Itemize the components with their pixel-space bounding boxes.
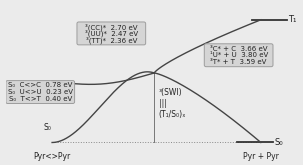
Text: S₀  T<>T  0.40 eV: S₀ T<>T 0.40 eV	[8, 96, 72, 102]
Text: S₀: S₀	[44, 123, 52, 132]
Text: T₁: T₁	[288, 15, 296, 24]
Text: ¹U* + U  3.80 eV: ¹U* + U 3.80 eV	[209, 52, 268, 58]
Text: S₀: S₀	[274, 138, 283, 147]
FancyBboxPatch shape	[6, 81, 75, 103]
Text: ³(CC)*  2.70 eV: ³(CC)* 2.70 eV	[85, 23, 138, 31]
Text: ³C* + C  3.66 eV: ³C* + C 3.66 eV	[210, 46, 267, 52]
Text: Pyr<>Pyr: Pyr<>Pyr	[33, 152, 71, 161]
Text: ³(UU)*  2.47 eV: ³(UU)* 2.47 eV	[85, 30, 138, 37]
Text: ³(TT)*  2.36 eV: ³(TT)* 2.36 eV	[86, 36, 137, 44]
Text: (T₁/S₀)ₓ: (T₁/S₀)ₓ	[159, 110, 186, 119]
Text: S₀  U<>U  0.23 eV: S₀ U<>U 0.23 eV	[8, 89, 73, 95]
FancyBboxPatch shape	[204, 44, 273, 67]
Text: ³(SWI): ³(SWI)	[159, 88, 182, 97]
Text: S₀  C<>C  0.78 eV: S₀ C<>C 0.78 eV	[8, 82, 72, 88]
FancyBboxPatch shape	[77, 22, 146, 45]
Text: Pyr + Pyr: Pyr + Pyr	[243, 152, 279, 161]
Text: |||: |||	[159, 99, 167, 108]
Text: ³T* + T  3.59 eV: ³T* + T 3.59 eV	[211, 59, 267, 65]
